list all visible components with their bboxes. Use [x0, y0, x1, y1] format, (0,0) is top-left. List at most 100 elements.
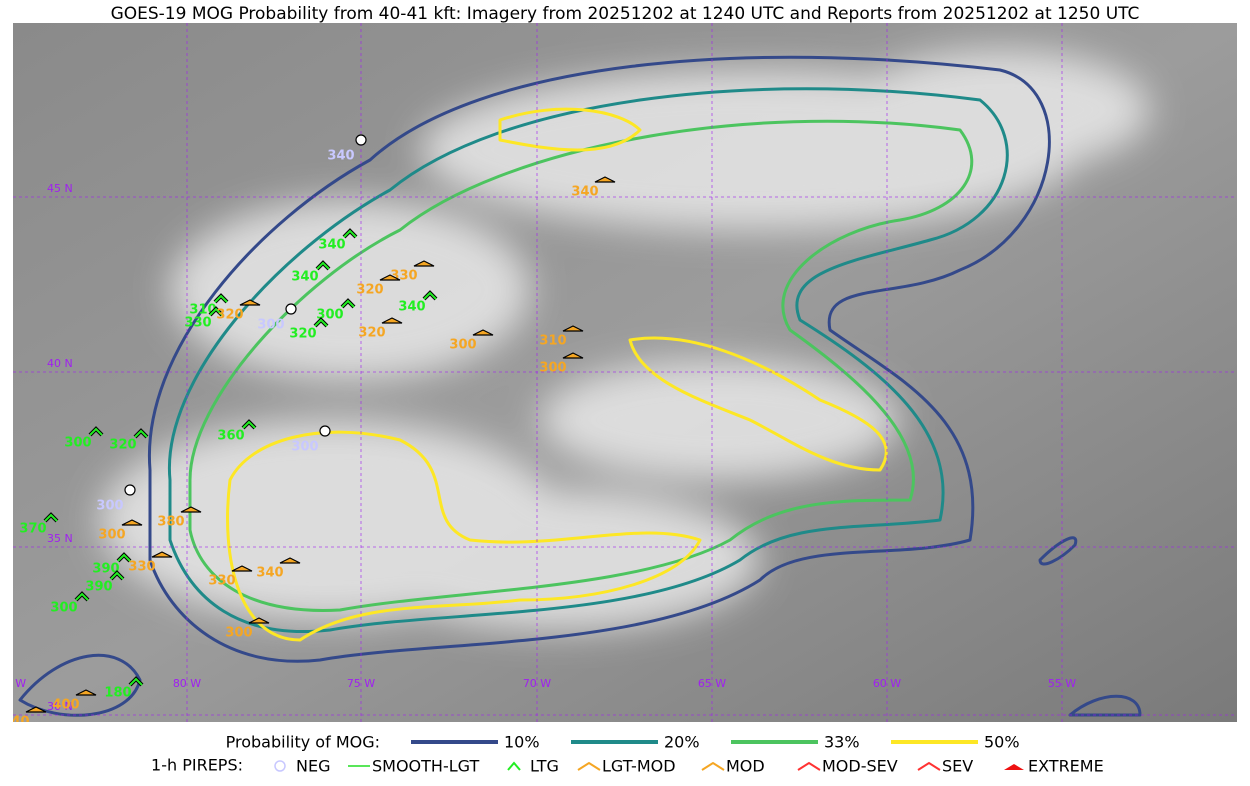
- mod-icon: [413, 260, 435, 267]
- neg-icon: [355, 134, 367, 146]
- report-label: 300: [291, 440, 318, 455]
- lon-label: 70 W: [523, 677, 551, 690]
- report-label: 380: [157, 515, 184, 530]
- report-label: 370: [19, 522, 46, 537]
- report-label: 390: [92, 562, 119, 577]
- report-label: 340: [571, 185, 598, 200]
- report-label: 300: [449, 338, 476, 353]
- ltg-icon: [209, 307, 223, 316]
- lat-label: 40 N: [47, 357, 73, 370]
- lon-label: 80 W: [173, 677, 201, 690]
- neg-icon: [124, 484, 136, 496]
- mod-icon: [279, 557, 301, 564]
- contours: [18, 55, 1142, 717]
- report-label: 320: [216, 308, 243, 323]
- lon-label: 60 W: [873, 677, 901, 690]
- legend-label: LTG: [530, 757, 559, 776]
- report-label: 310: [539, 334, 566, 349]
- ltg-icon: [117, 553, 131, 562]
- ltg-icon: [214, 294, 228, 303]
- lat-label: 45 N: [47, 182, 73, 195]
- report-label: 400: [52, 698, 79, 713]
- map: 45 N 40 N 35 N 30 N 85 W 80 W 75 W 70 W 65 W 60 W…: [0, 23, 1237, 730]
- mod-icon: [180, 506, 202, 513]
- mod-icon: [248, 617, 270, 624]
- legend-label: 50%: [984, 733, 1020, 752]
- report-label: 300: [96, 499, 123, 514]
- title: GOES-19 MOG Probability from 40-41 kft: …: [111, 4, 1140, 24]
- report-label: 340: [256, 566, 283, 581]
- ltg-icon: [316, 261, 330, 270]
- mod-icon: [75, 689, 97, 696]
- mod-icon: [151, 551, 173, 558]
- report-label: 340: [2, 715, 29, 730]
- mod-icon: [231, 565, 253, 572]
- neg-icon: [319, 425, 331, 437]
- lon-label: 85 W: [0, 677, 26, 690]
- report-label: 340: [327, 149, 354, 164]
- mod-icon: [562, 352, 584, 359]
- ltg-icon: [423, 291, 437, 300]
- mod-icon: [381, 317, 403, 324]
- clouds: [100, 50, 1150, 630]
- legend-icon: [1004, 764, 1024, 770]
- mod-icon: [239, 299, 261, 306]
- legend-icon: [274, 760, 286, 772]
- mod-icon: [121, 519, 143, 526]
- ltg-icon: [242, 420, 256, 429]
- lon-label: 75 W: [347, 677, 375, 690]
- neg-icon: [285, 303, 297, 315]
- report-label: 330: [184, 316, 211, 331]
- mod-icon: [379, 274, 401, 281]
- ltg-icon: [129, 677, 143, 686]
- mod-icon: [562, 325, 584, 332]
- ltg-icon: [314, 318, 328, 327]
- report-label: 300: [225, 626, 252, 641]
- legend-label: NEG: [296, 757, 330, 776]
- legend: Probability of MOG: 10% 20% 33% 50% 1-h PIREP…: [151, 733, 1104, 776]
- report-label: 340: [318, 238, 345, 253]
- ltg-icon: [343, 229, 357, 238]
- report-label: 320: [358, 326, 385, 341]
- ltg-icon: [89, 427, 103, 436]
- report-label: 300: [316, 308, 343, 323]
- ltg-icon: [341, 299, 355, 308]
- mod-icon: [594, 176, 616, 183]
- report-label: 300: [257, 318, 284, 333]
- report-label: 180: [104, 686, 131, 701]
- lon-label: 65 W: [698, 677, 726, 690]
- legend-label: 33%: [824, 733, 860, 752]
- ltg-icon: [44, 513, 58, 522]
- report-label: 390: [85, 580, 112, 595]
- legend-icon: [577, 761, 601, 771]
- legend-label: MOD: [726, 757, 765, 776]
- legend-label: 20%: [664, 733, 700, 752]
- legend-icon: [701, 761, 725, 771]
- legend-icon: [917, 761, 941, 771]
- legend-icon: [507, 761, 521, 771]
- graticule: 45 N 40 N 35 N 30 N 85 W 80 W 75 W 70 W 65 W 60 W…: [0, 23, 1237, 722]
- ltg-icon: [75, 592, 89, 601]
- probability-title: Probability of MOG:: [226, 733, 380, 752]
- report-label: 340: [291, 270, 318, 285]
- legend-label: 10%: [504, 733, 540, 752]
- report-label: 330: [390, 269, 417, 284]
- report-label: 360: [217, 429, 244, 444]
- report-label: 320: [109, 438, 136, 453]
- report-label: 340: [398, 300, 425, 315]
- report-label: 300: [50, 601, 77, 616]
- legend-label: MOD-SEV: [822, 757, 898, 776]
- mod-icon: [25, 706, 47, 713]
- ltg-icon: [134, 429, 148, 438]
- pirep-title: 1-h PIREPS:: [151, 756, 243, 775]
- mod-icon: [472, 329, 494, 336]
- legend-label: SMOOTH-LGT: [372, 757, 479, 776]
- report-label: 320: [289, 327, 316, 342]
- ltg-icon: [110, 571, 124, 580]
- report-label: 300: [539, 361, 566, 376]
- legend-label: EXTREME: [1028, 757, 1104, 776]
- report-label: 330: [208, 574, 235, 589]
- legend-label: SEV: [942, 757, 973, 776]
- legend-icon: [797, 761, 821, 771]
